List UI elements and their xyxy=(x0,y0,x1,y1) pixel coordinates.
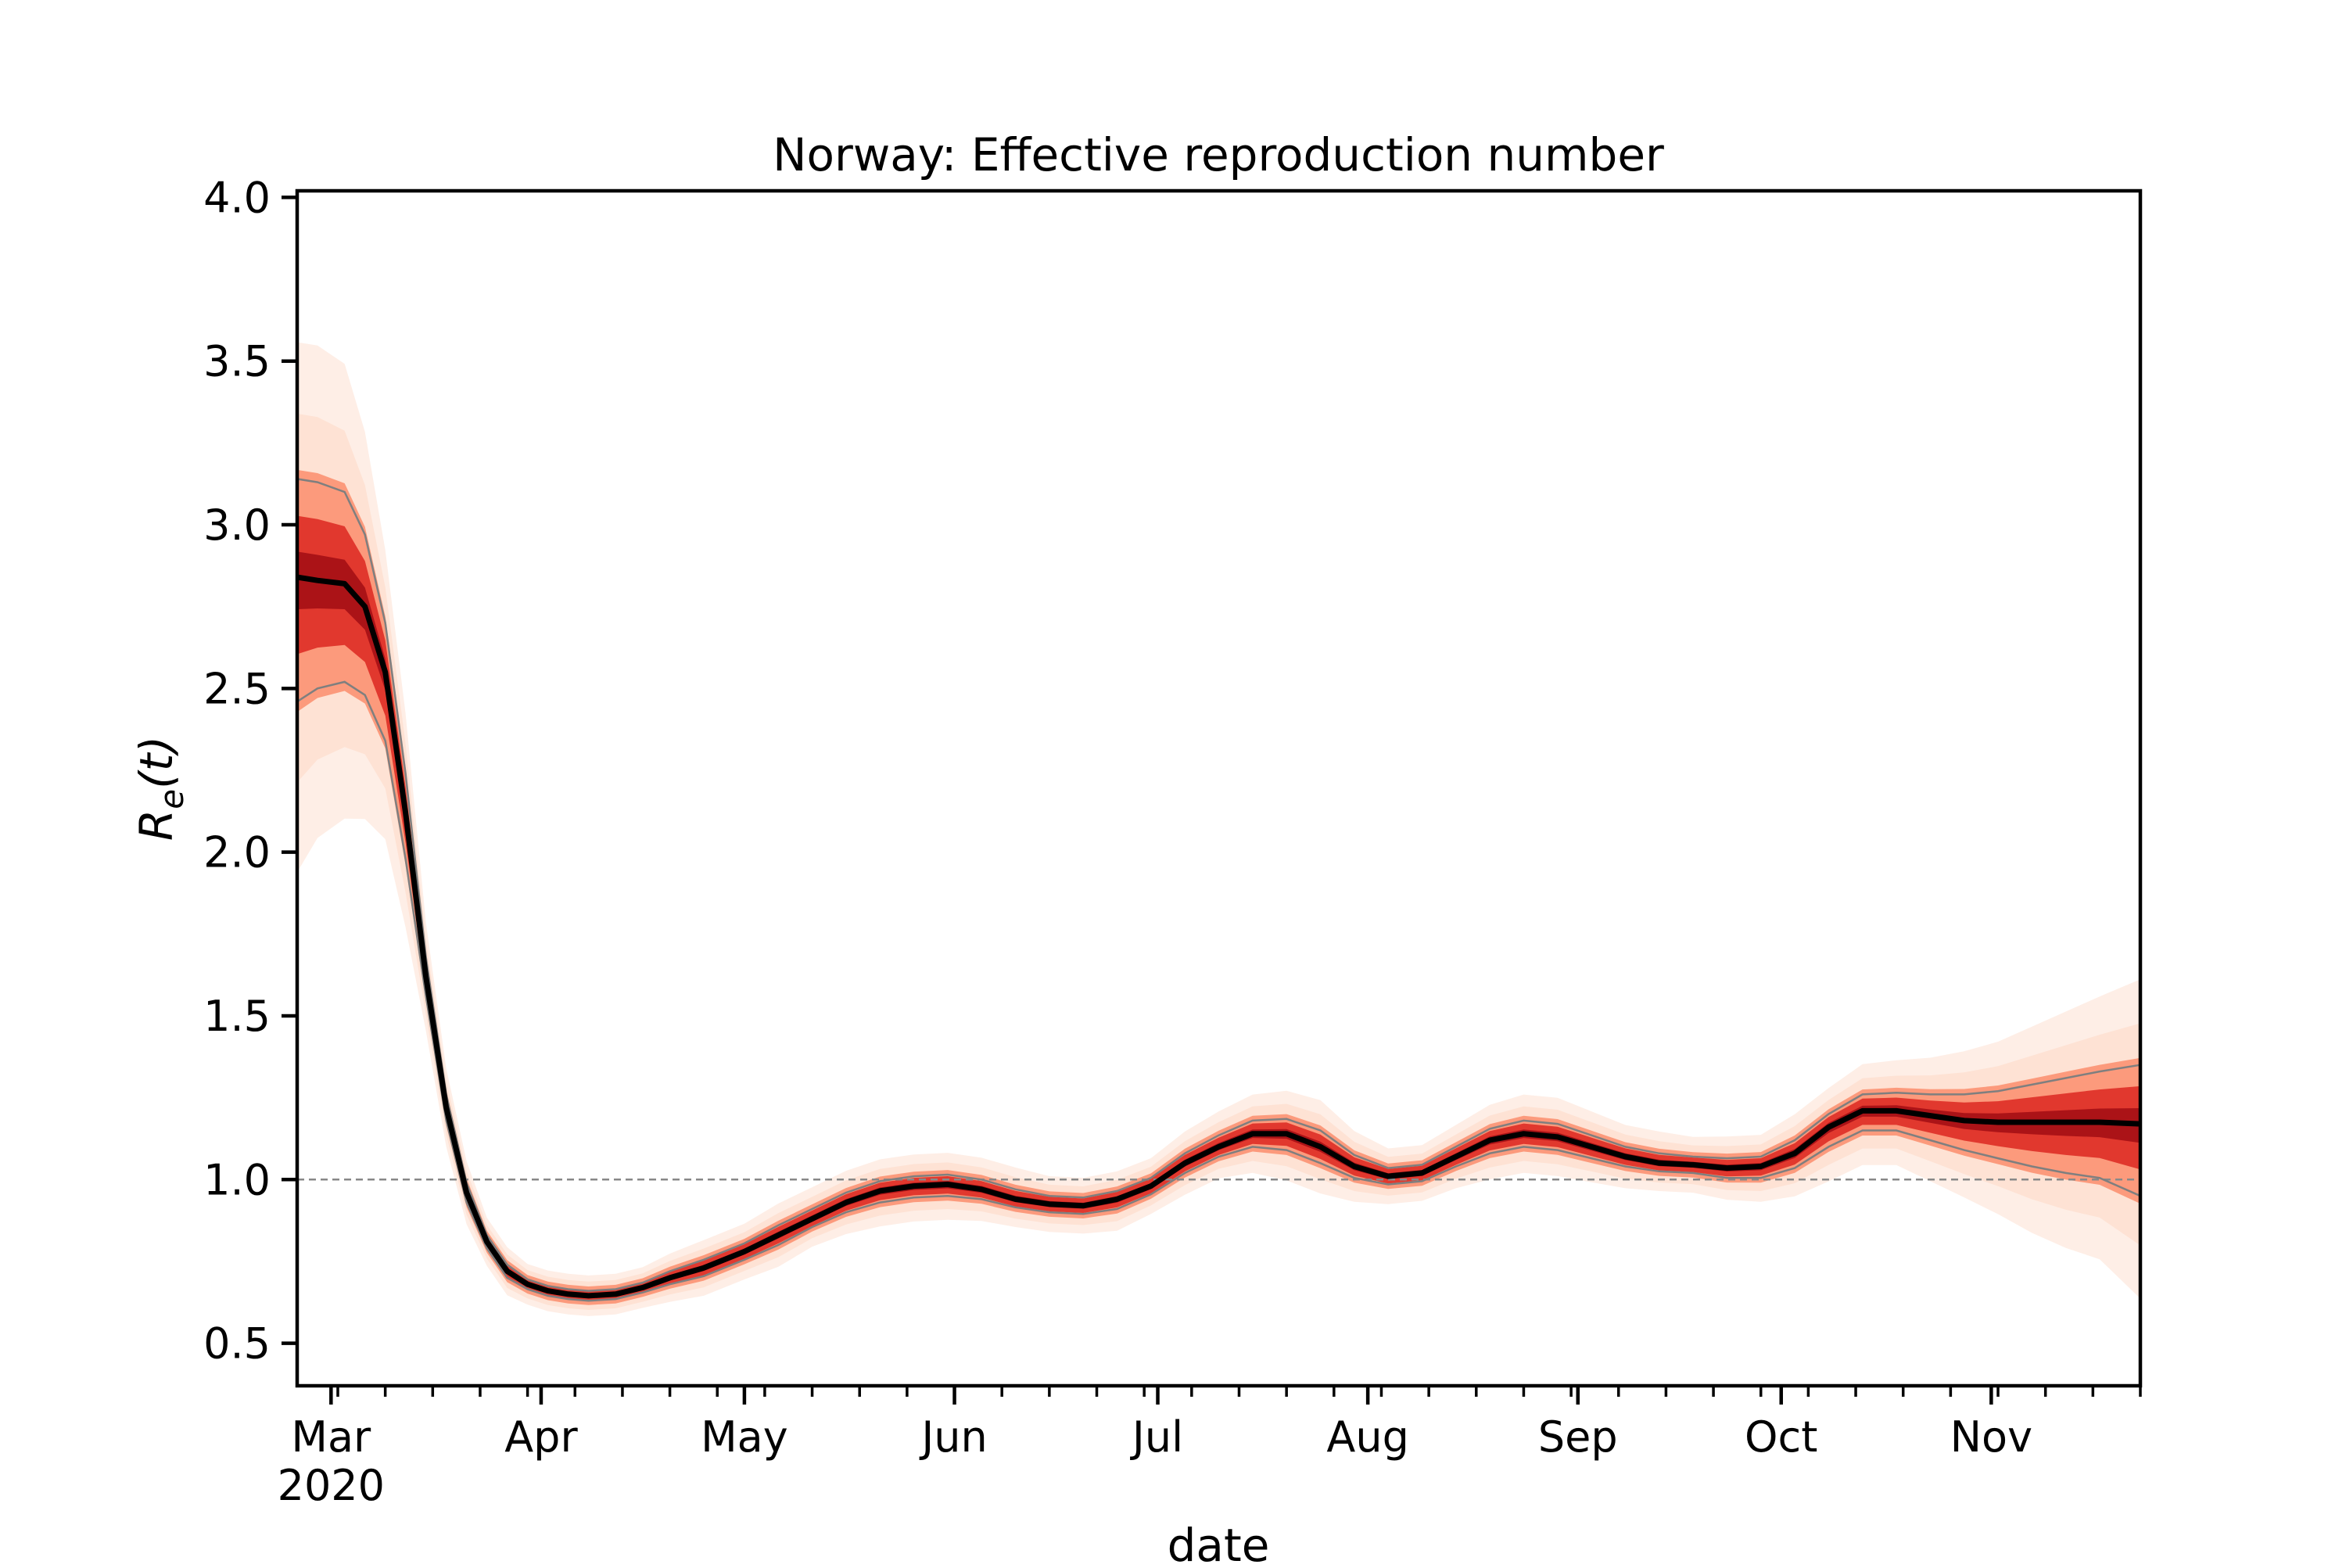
y-tick-label: 1.5 xyxy=(203,992,271,1041)
series-lines xyxy=(296,478,2141,1302)
x-tick-label: Mar xyxy=(291,1412,371,1462)
y-tick-label: 2.0 xyxy=(203,828,271,877)
x-axis-label: date xyxy=(1168,1519,1270,1564)
median-line xyxy=(296,574,2141,1299)
y-axis-label-arg: (t) xyxy=(130,736,183,789)
y-axis-label: Re(t) xyxy=(130,736,191,841)
y-tick-label: 1.0 xyxy=(203,1155,271,1204)
y-axis-label-main: R xyxy=(130,809,183,841)
x-tick-label: Jun xyxy=(919,1412,987,1462)
x-tick-label: Apr xyxy=(504,1412,578,1462)
upper-bound-line xyxy=(296,478,2141,1292)
y-tick-label: 2.5 xyxy=(203,664,271,713)
y-tick-label: 3.5 xyxy=(203,337,271,386)
y-axis-label-sub: e xyxy=(152,789,191,809)
x-tick-label: Oct xyxy=(1745,1412,1817,1462)
y-axis: 0.5 1.0 1.5 2.0 2.5 3.0 3.5 4.0 xyxy=(203,173,297,1369)
y-tick-label: 3.0 xyxy=(203,501,271,550)
chart-title: Norway: Effective reproduction number xyxy=(773,128,1664,181)
x-tick-label: May xyxy=(701,1412,788,1462)
y-tick-label: 0.5 xyxy=(203,1319,271,1369)
lower-bound-line xyxy=(296,680,2141,1302)
plot-frame xyxy=(295,188,2143,1388)
x-tick-year-label: 2020 xyxy=(278,1461,385,1510)
x-tick-label: Jul xyxy=(1130,1412,1183,1462)
x-tick-label: Sep xyxy=(1538,1412,1618,1462)
x-tick-label: Nov xyxy=(1950,1412,2032,1462)
y-tick-label: 4.0 xyxy=(203,173,271,222)
x-tick-label: Aug xyxy=(1326,1412,1408,1462)
